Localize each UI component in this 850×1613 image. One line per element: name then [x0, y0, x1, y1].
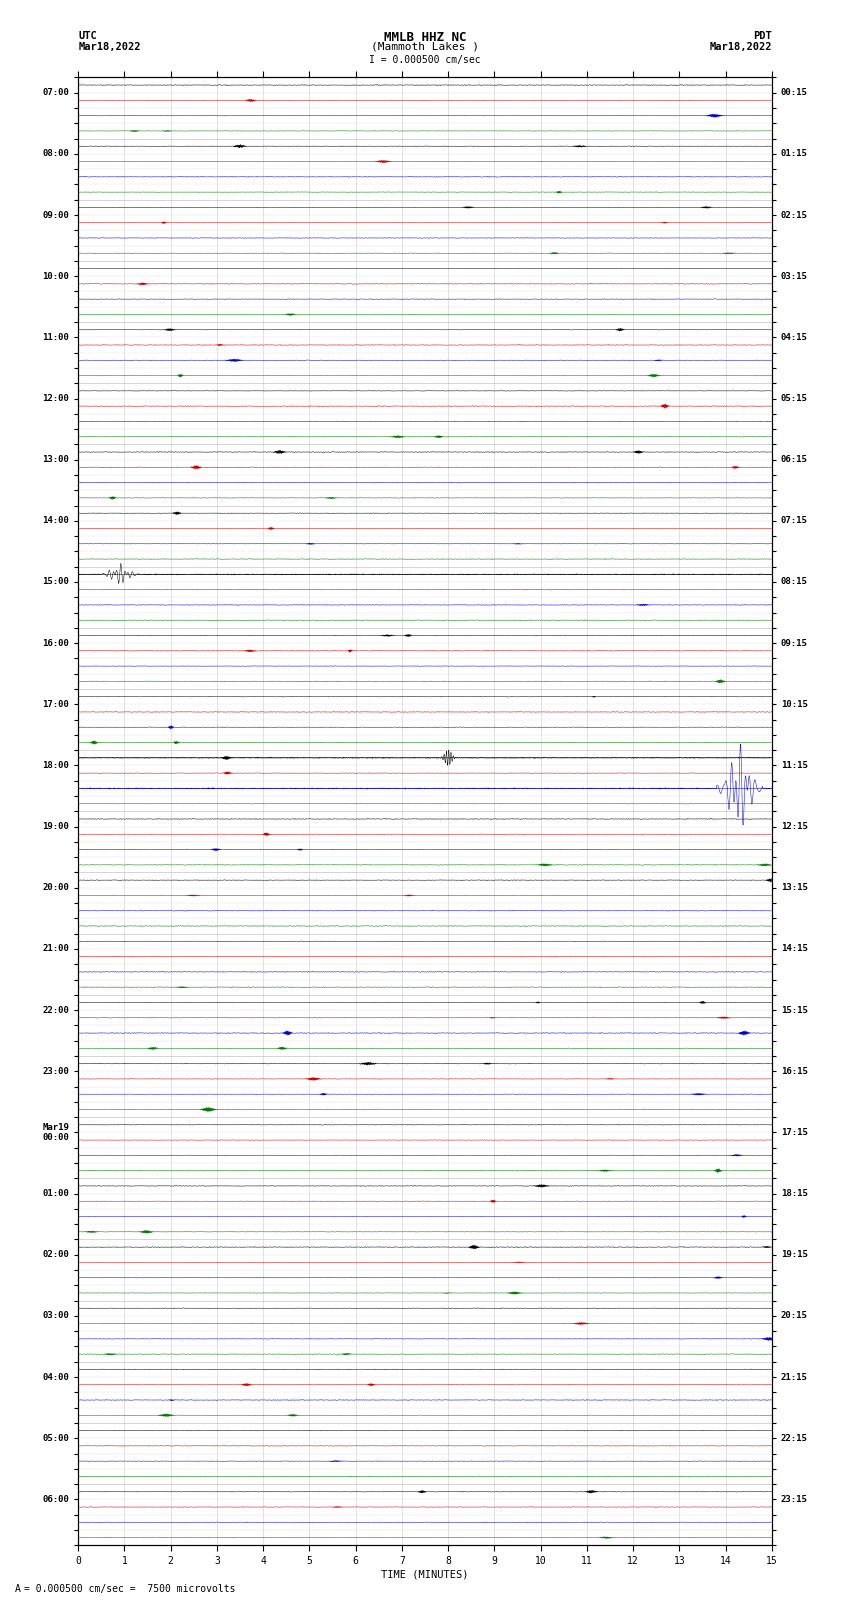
Text: Mar18,2022: Mar18,2022 — [78, 42, 141, 52]
X-axis label: TIME (MINUTES): TIME (MINUTES) — [382, 1569, 468, 1579]
Text: = 0.000500 cm/sec =  7500 microvolts: = 0.000500 cm/sec = 7500 microvolts — [24, 1584, 235, 1594]
Text: UTC: UTC — [78, 31, 97, 40]
Text: A: A — [15, 1584, 21, 1594]
Text: PDT: PDT — [753, 31, 772, 40]
Text: Mar18,2022: Mar18,2022 — [709, 42, 772, 52]
Text: I = 0.000500 cm/sec: I = 0.000500 cm/sec — [369, 55, 481, 65]
Text: MMLB HHZ NC: MMLB HHZ NC — [383, 31, 467, 44]
Text: (Mammoth Lakes ): (Mammoth Lakes ) — [371, 42, 479, 52]
